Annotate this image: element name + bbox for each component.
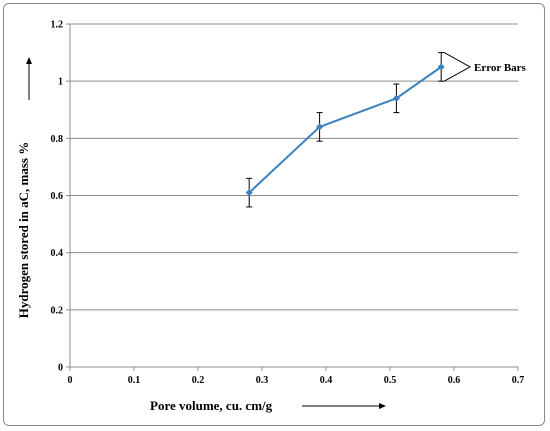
error-bars-callout (443, 52, 472, 82)
y-tick-label: 0.2 (51, 305, 64, 316)
x-tick-label: 0.3 (256, 375, 269, 386)
y-axis-arrow (26, 57, 32, 100)
y-tick-label: 0.4 (51, 248, 64, 259)
x-axis-label: Pore volume, cu. cm/g (150, 398, 273, 413)
y-tick-label: 0.8 (51, 134, 64, 145)
y-tick-label: 1 (58, 77, 63, 88)
data-series (245, 52, 445, 208)
annotations: Error Bars (443, 52, 527, 82)
series-line (248, 66, 442, 194)
y-tick-label: 0.6 (51, 191, 64, 202)
x-tick-label: 0 (68, 375, 73, 386)
x-tick-label: 0.1 (128, 375, 141, 386)
y-tick-label: 0 (58, 363, 63, 374)
chart-frame (3, 3, 545, 426)
axes (66, 23, 519, 371)
x-tick-label: 0.2 (192, 375, 205, 386)
data-point (437, 63, 445, 71)
data-point (316, 123, 324, 131)
y-tick-labels: 0 0.2 0.4 0.6 0.8 1 1.2 (51, 20, 64, 374)
gridlines (70, 23, 518, 311)
x-tick-label: 0.6 (448, 375, 461, 386)
x-tick-label: 0.4 (320, 375, 333, 386)
y-tick-label: 1.2 (51, 20, 64, 31)
x-tick-label: 0.5 (384, 375, 397, 386)
x-tick-label: 0.7 (512, 375, 525, 386)
error-bars-annotation: Error Bars (474, 62, 527, 74)
data-point (245, 189, 253, 197)
y-axis-label: Hydrogen stored in aC, mass % (16, 142, 31, 318)
x-tick-labels: 0 0.1 0.2 0.3 0.4 0.5 0.6 0.7 (68, 375, 525, 386)
x-axis-arrow (302, 403, 386, 409)
data-point (392, 94, 400, 102)
